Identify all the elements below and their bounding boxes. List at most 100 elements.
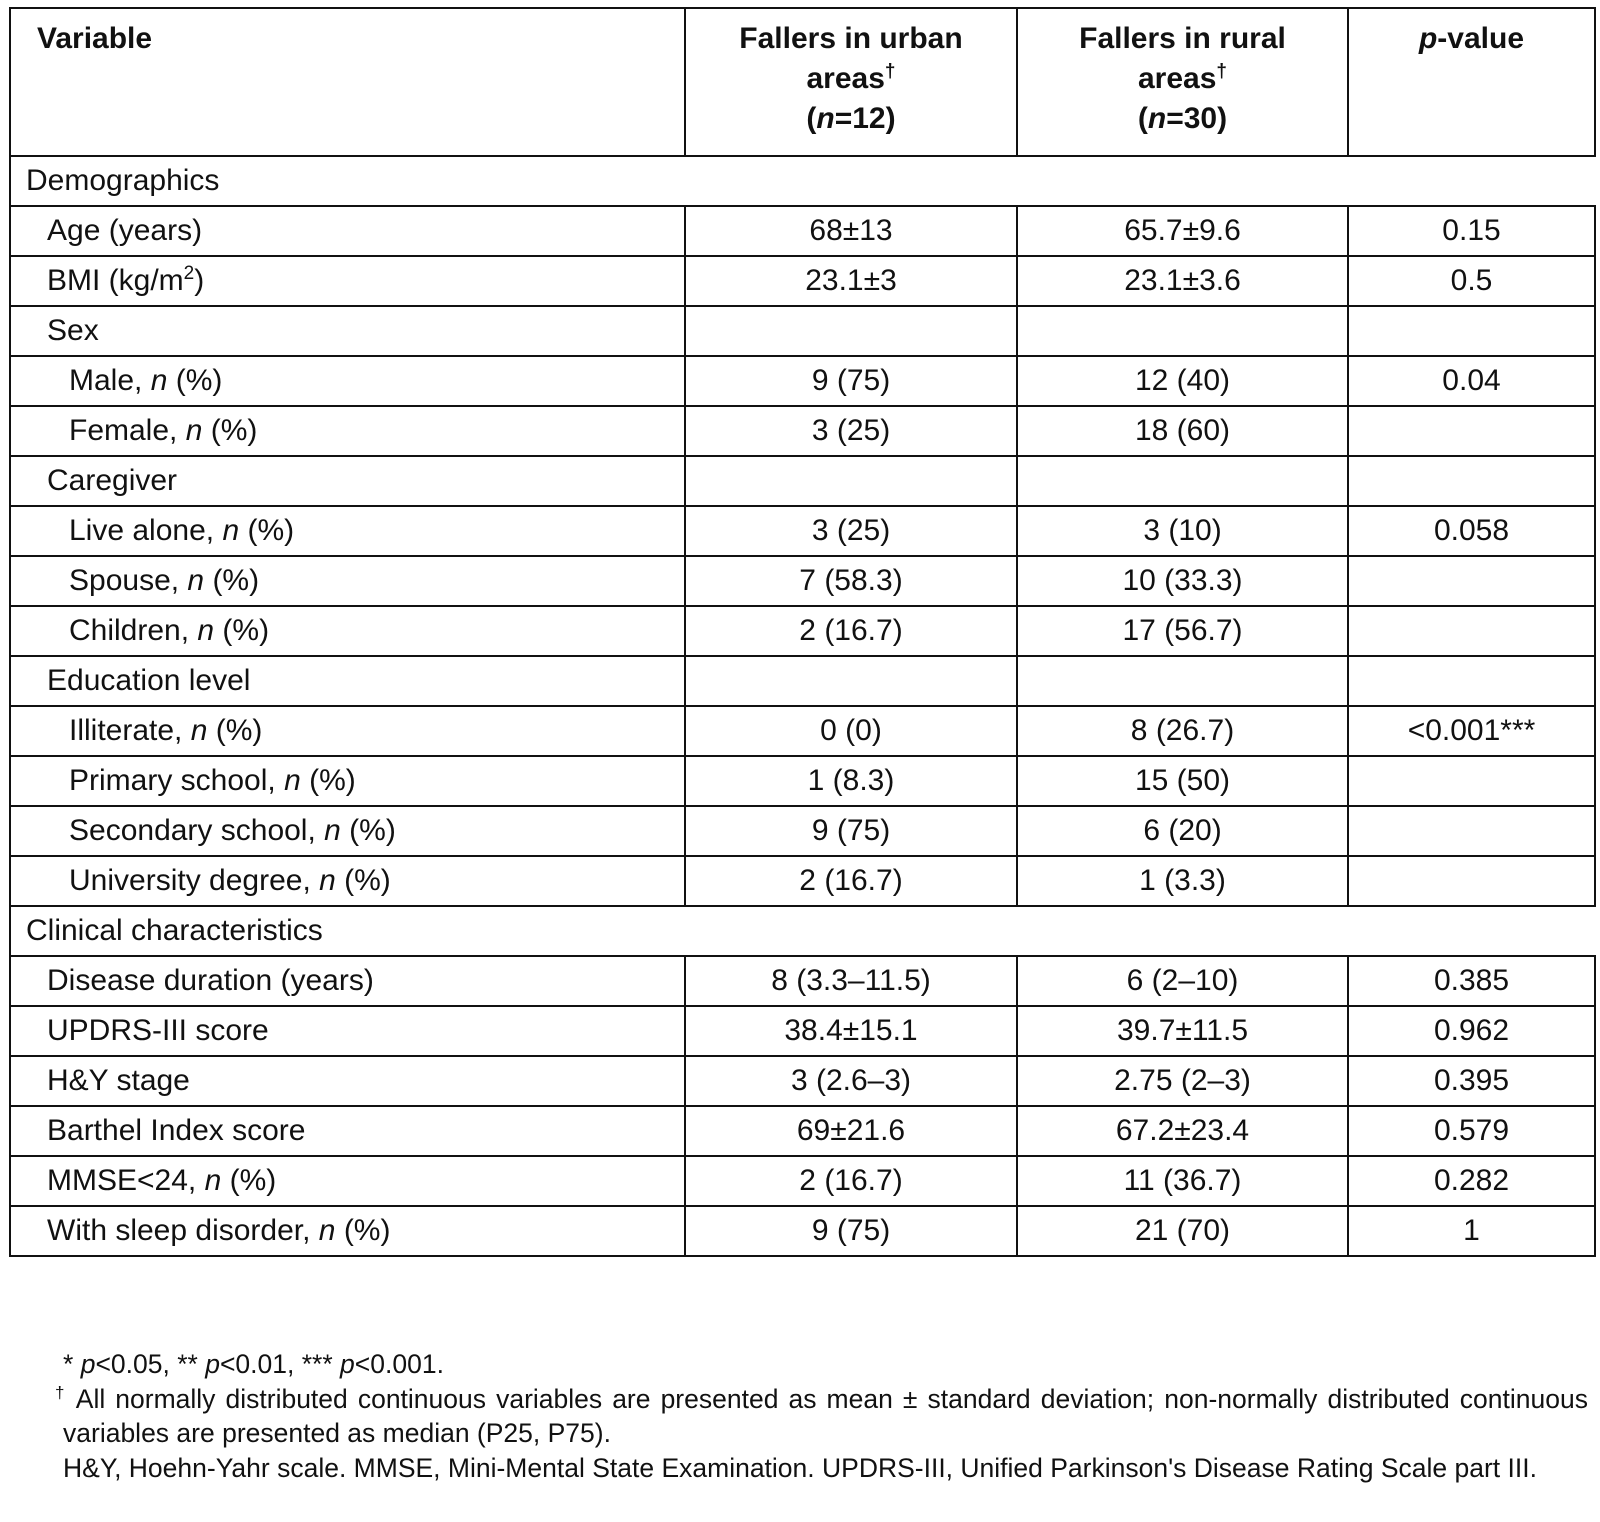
p-value: [1347, 855, 1596, 907]
urban-value: 3 (25): [684, 505, 1018, 557]
header-rural-n-prefix: (: [1137, 102, 1148, 135]
footnote-sig-text: <0.05, **: [95, 1349, 206, 1379]
table-header: Variable Fallers in urban areas† (n=12) …: [9, 7, 1596, 157]
row-label: Secondary school, n (%): [9, 805, 686, 857]
dagger-mark: †: [55, 1382, 68, 1402]
header-urban-line1: Fallers in urban: [739, 22, 963, 55]
row-label-text: Disease duration (years): [47, 964, 374, 997]
rural-value: 6 (20): [1016, 805, 1349, 857]
urban-value: 9 (75): [684, 355, 1018, 407]
row-label-text: MMSE<24,: [47, 1164, 205, 1197]
header-row: Variable Fallers in urban areas† (n=12) …: [9, 7, 1596, 157]
row-label-text: Primary school,: [69, 764, 285, 797]
row-label: UPDRS-III score: [9, 1005, 686, 1057]
fallers-comparison-table: Variable Fallers in urban areas† (n=12) …: [9, 7, 1596, 1257]
rural-value: 65.7±9.6: [1016, 205, 1349, 257]
header-pvalue-italic: p: [1418, 22, 1438, 55]
rural-value: 2.75 (2–3): [1016, 1055, 1349, 1107]
p-value: [1347, 755, 1596, 807]
table-row: Children, n (%) 2 (16.7) 17 (56.7): [9, 605, 1596, 657]
p-value: [1347, 555, 1596, 607]
urban-value: [684, 305, 1018, 357]
row-label-suffix: (%): [204, 564, 260, 597]
row-label-italic: n: [187, 564, 205, 597]
footnote-abbreviations: H&Y, Hoehn-Yahr scale. MMSE, Mini-Mental…: [63, 1451, 1588, 1486]
row-label-text: Live alone,: [69, 514, 223, 547]
section-header-row: Clinical characteristics: [9, 905, 1595, 957]
footnote-dagger: † All normally distributed continuous va…: [55, 1382, 1588, 1451]
results-table-container: Variable Fallers in urban areas† (n=12) …: [9, 7, 1596, 1257]
table-row: Education level: [9, 655, 1596, 707]
row-label-text: BMI (kg/m: [47, 264, 184, 297]
footnote-dagger-text: All normally distributed continuous vari…: [63, 1383, 1588, 1449]
row-label-italic: n: [324, 814, 341, 847]
dagger-mark: †: [884, 61, 896, 82]
table-row: Caregiver: [9, 455, 1596, 507]
p-value: [1347, 305, 1596, 357]
p-value: <0.001***: [1347, 705, 1596, 757]
table-row: UPDRS-III score 38.4±15.1 39.7±11.5 0.962: [9, 1005, 1596, 1057]
row-label: Education level: [9, 655, 686, 707]
header-variable: Variable: [9, 7, 686, 157]
row-label-suffix: (%): [335, 1214, 391, 1247]
rural-value: 23.1±3.6: [1016, 255, 1349, 307]
table-row: With sleep disorder, n (%) 9 (75) 21 (70) 1: [9, 1205, 1596, 1257]
row-label-suffix: (%): [167, 364, 223, 397]
p-value: 0.058: [1347, 505, 1596, 557]
table-row: University degree, n (%) 2 (16.7) 1 (3.3): [9, 855, 1596, 907]
urban-value: 0 (0): [684, 705, 1018, 757]
row-label-suffix: (%): [214, 614, 270, 647]
row-label: Live alone, n (%): [9, 505, 686, 557]
row-label: BMI (kg/m2): [9, 255, 686, 307]
urban-value: 8 (3.3–11.5): [684, 955, 1018, 1007]
section-title: Clinical characteristics: [9, 905, 1595, 957]
header-rural: Fallers in rural areas† (n=30): [1016, 7, 1349, 157]
row-label-text: Education level: [47, 664, 251, 697]
table-row: Primary school, n (%) 1 (8.3) 15 (50): [9, 755, 1596, 807]
row-label: Primary school, n (%): [9, 755, 686, 807]
header-rural-line1: Fallers in rural: [1079, 22, 1286, 55]
rural-value: [1016, 455, 1349, 507]
urban-value: 9 (75): [684, 805, 1018, 857]
urban-value: [684, 455, 1018, 507]
row-label-suffix: (%): [340, 814, 396, 847]
footnote-abbreviations-text: H&Y, Hoehn-Yahr scale. MMSE, Mini-Mental…: [63, 1452, 1537, 1483]
row-label-italic: n: [284, 764, 301, 797]
rural-value: 8 (26.7): [1016, 705, 1349, 757]
section-title: Demographics: [9, 155, 1595, 207]
row-label-italic: n: [204, 1164, 222, 1197]
header-urban-n-italic: n: [816, 102, 835, 135]
footnote-sig-text: <0.001.: [354, 1349, 444, 1379]
row-label: H&Y stage: [9, 1055, 686, 1107]
header-pvalue: p-value: [1347, 7, 1596, 157]
table-footnotes: * p<0.05, ** p<0.01, *** p<0.001. † All …: [55, 1347, 1588, 1486]
urban-value: [684, 655, 1018, 707]
row-label-text: Sex: [47, 314, 99, 347]
urban-value: 9 (75): [684, 1205, 1018, 1257]
header-pvalue-suffix: -value: [1437, 22, 1525, 55]
urban-value: 3 (2.6–3): [684, 1055, 1018, 1107]
rural-value: 1 (3.3): [1016, 855, 1349, 907]
urban-value: 23.1±3: [684, 255, 1018, 307]
row-label-italic: n: [190, 714, 208, 747]
p-value: [1347, 605, 1596, 657]
p-value: 1: [1347, 1205, 1596, 1257]
row-label-text: Spouse,: [69, 564, 188, 597]
table-row: Secondary school, n (%) 9 (75) 6 (20): [9, 805, 1596, 857]
row-label-text: With sleep disorder,: [47, 1214, 319, 1247]
p-value: [1347, 805, 1596, 857]
urban-value: 1 (8.3): [684, 755, 1018, 807]
row-label-italic: n: [185, 414, 203, 447]
p-value: [1347, 655, 1596, 707]
p-value: 0.395: [1347, 1055, 1596, 1107]
row-label: Male, n (%): [9, 355, 686, 407]
rural-value: 6 (2–10): [1016, 955, 1349, 1007]
row-label: Disease duration (years): [9, 955, 686, 1007]
table-row: Illiterate, n (%) 0 (0) 8 (26.7) <0.001***: [9, 705, 1596, 757]
row-label-italic: n: [318, 1214, 336, 1247]
urban-value: 7 (58.3): [684, 555, 1018, 607]
row-label-text: Male,: [69, 364, 151, 397]
row-label-suffix: (%): [221, 1164, 277, 1197]
row-label-text: Caregiver: [47, 464, 178, 497]
header-variable-label: Variable: [37, 22, 153, 55]
